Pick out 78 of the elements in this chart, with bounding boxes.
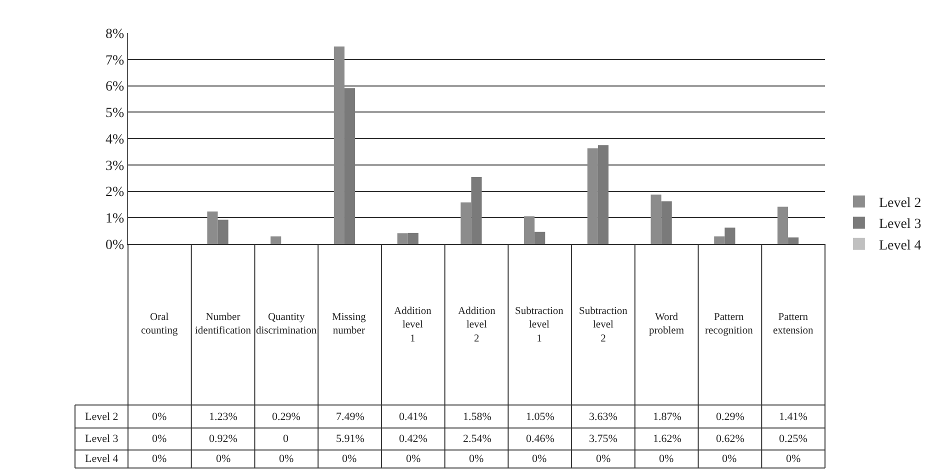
data-label: 0% [596, 453, 611, 465]
data-label: 0.25% [779, 433, 808, 445]
bar [397, 233, 408, 244]
bar [788, 237, 799, 244]
x-tick-label: Quantity discrimination [256, 312, 318, 337]
data-label: 1.23% [209, 411, 238, 423]
y-tick-label: 6% [106, 80, 125, 95]
bar [650, 194, 662, 244]
bar [661, 201, 672, 244]
data-label: 1.62% [653, 433, 682, 445]
data-label: 0% [152, 411, 167, 423]
bar [524, 216, 535, 244]
bar [270, 236, 282, 244]
data-label: 0.46% [526, 433, 554, 445]
x-tick-label: Addition level 2 [458, 306, 496, 344]
bar [408, 232, 418, 244]
bar [207, 212, 218, 244]
legend-label: Level 3 [878, 217, 922, 232]
text: Level 3 [85, 433, 118, 445]
data-label: 0% [469, 453, 484, 465]
data-label: 1.87% [653, 411, 682, 423]
data-label: 0% [786, 453, 801, 465]
data-label: 3.75% [589, 433, 618, 445]
y-tick-label: 2% [106, 185, 125, 200]
bar [471, 177, 482, 244]
bar [460, 202, 472, 244]
x-tick-label: Subtraction level 1 [515, 306, 564, 344]
bar [714, 236, 725, 244]
x-tick-label: Oral counting [141, 312, 178, 337]
data-label: 7.49% [336, 411, 364, 423]
data-label: 0% [406, 453, 421, 465]
data-label: 0% [279, 453, 294, 465]
data-label: 1.41% [779, 411, 808, 423]
data-label: 0.92% [209, 433, 238, 445]
data-label: 0% [152, 453, 167, 465]
data-label: 0.29% [716, 411, 744, 423]
y-tick-label: 8% [106, 26, 125, 42]
bar [777, 206, 788, 244]
data-label: 0.41% [399, 411, 428, 423]
data-label: 0% [216, 453, 231, 465]
x-tick-label: Word problem [649, 312, 684, 337]
y-tick-label: 5% [106, 106, 125, 122]
x-tick-label: Missing number [332, 312, 367, 337]
bar [344, 88, 356, 244]
x-tick-label: Pattern extension [773, 312, 814, 337]
text: Level 4 [85, 453, 118, 465]
bar [598, 145, 609, 244]
data-label: 1.05% [526, 411, 554, 423]
data-label: 0% [342, 453, 357, 465]
x-tick-label: Subtraction level 2 [579, 306, 628, 344]
data-label: 0 [283, 433, 289, 445]
text: Level 2 [85, 411, 118, 423]
data-label: 2.54% [463, 433, 492, 445]
y-tick-label: 0% [106, 238, 125, 253]
data-label: 0% [152, 433, 167, 445]
bar [334, 46, 344, 244]
x-tick-label: Number identification [195, 312, 252, 337]
y-tick-label: 4% [106, 132, 125, 148]
data-label: 3.63% [589, 411, 618, 423]
legend-label: Level 2 [878, 196, 922, 211]
data-label: 1.58% [463, 411, 492, 423]
x-tick-label: Pattern recognition [705, 312, 754, 337]
data-label: 0% [532, 453, 547, 465]
bar [218, 220, 228, 244]
bar [587, 148, 598, 244]
data-label: 5.91% [336, 433, 364, 445]
data-label: 0% [659, 453, 674, 465]
x-tick-label: Addition level 1 [394, 306, 432, 344]
bar [534, 232, 546, 244]
y-tick-label: 1% [106, 212, 125, 227]
data-label: 0.29% [272, 411, 300, 423]
y-tick-label: 3% [106, 158, 125, 174]
data-label: 0.62% [716, 433, 744, 445]
data-label: 0% [722, 453, 737, 465]
legend-label: Level 4 [878, 238, 922, 254]
bar [724, 228, 736, 244]
data-label: 0.42% [399, 433, 428, 445]
y-tick-label: 7% [106, 53, 125, 68]
